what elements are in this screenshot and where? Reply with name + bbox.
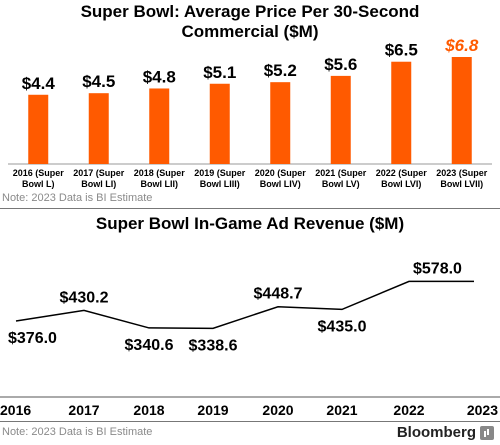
line-x-tick-label: 2018: [133, 402, 164, 418]
bar-category-label: 2022 (Super: [376, 168, 428, 178]
line-chart: $376.0 $430.2 $340.6 $338.6 $448.7 $435.0 $578…: [0, 260, 500, 418]
line-value-label: $578.0: [413, 260, 462, 277]
bar-category-label: Bowl LIII): [200, 179, 240, 189]
bar-category-label: 2017 (Super: [73, 168, 125, 178]
bar-category-label: 2018 (Super: [134, 168, 186, 178]
bar-category-label: Bowl LII): [141, 179, 179, 189]
bar: [88, 93, 109, 164]
line-chart-note: Note: 2023 Data is BI Estimate: [2, 426, 153, 438]
line-x-tick-label: 2017: [68, 402, 99, 418]
bar: [330, 75, 351, 164]
bar-category-label: Bowl L): [22, 179, 55, 189]
bar-chart-title-line-2: Commercial ($M): [181, 22, 319, 41]
line-x-tick-label: 2019: [197, 402, 228, 418]
line-x-tick-label: 2016: [0, 402, 31, 418]
bar: [270, 82, 291, 164]
brand-name: Bloomberg: [396, 424, 476, 441]
line-chart-title: Super Bowl In-Game Ad Revenue ($M): [95, 214, 405, 233]
bar-category-label: 2021 (Super: [315, 168, 367, 178]
line-value-label: $435.0: [318, 318, 367, 335]
section-divider: [0, 208, 500, 209]
line-x-tick-label: 2021: [326, 402, 357, 418]
bar: [149, 88, 170, 164]
bar-chart-title: Super Bowl: Average Price Per 30-Second …: [0, 2, 500, 42]
bar-chart-note: Note: 2023 Data is BI Estimate: [2, 192, 153, 204]
bar-chart-title-line-1: Super Bowl: Average Price Per 30-Second: [80, 2, 420, 21]
bar-value-label: $4.8: [143, 67, 176, 86]
bloomberg-chart-icon: [480, 425, 494, 440]
line-x-tick-label: 2022: [393, 402, 424, 418]
line-x-tick-label: 2023: [467, 402, 498, 418]
bar: [209, 83, 230, 164]
bar: [391, 61, 412, 164]
bar-category-label: 2019 (Super: [194, 168, 246, 178]
bar-category-label: Bowl LVII): [440, 179, 483, 189]
bar-category-label: Bowl LV): [322, 179, 360, 189]
bar-category-label: 2020 (Super: [255, 168, 307, 178]
bar-category-label: Bowl LVI): [381, 179, 421, 189]
bar-category-label: Bowl LIV): [260, 179, 301, 189]
brand-logo: Bloomberg: [397, 424, 494, 441]
bar-value-label: $5.2: [264, 61, 297, 80]
bar-category-label: 2023 (Super: [436, 168, 488, 178]
bar-value-label: $5.6: [324, 55, 357, 74]
bar-value-label: $4.5: [82, 72, 115, 91]
bar: [28, 94, 49, 164]
bar-category-label: Bowl LI): [81, 179, 116, 189]
line-value-label: $430.2: [60, 289, 109, 306]
line-series: [15, 280, 474, 330]
footer-divider: [0, 421, 500, 422]
bar-value-label: $6.5: [385, 41, 418, 60]
line-value-label: $338.6: [189, 337, 238, 354]
bar-value-label: $5.1: [203, 63, 236, 82]
line-value-label: $448.7: [254, 286, 303, 303]
bar: [451, 57, 472, 164]
bar-value-label: $6.8: [444, 36, 479, 55]
line-x-tick-label: 2020: [262, 402, 293, 418]
line-value-label: $376.0: [8, 330, 57, 347]
bar-category-label: 2016 (Super: [13, 168, 65, 178]
bar-value-label: $4.4: [22, 74, 56, 93]
line-value-label: $340.6: [125, 337, 174, 354]
